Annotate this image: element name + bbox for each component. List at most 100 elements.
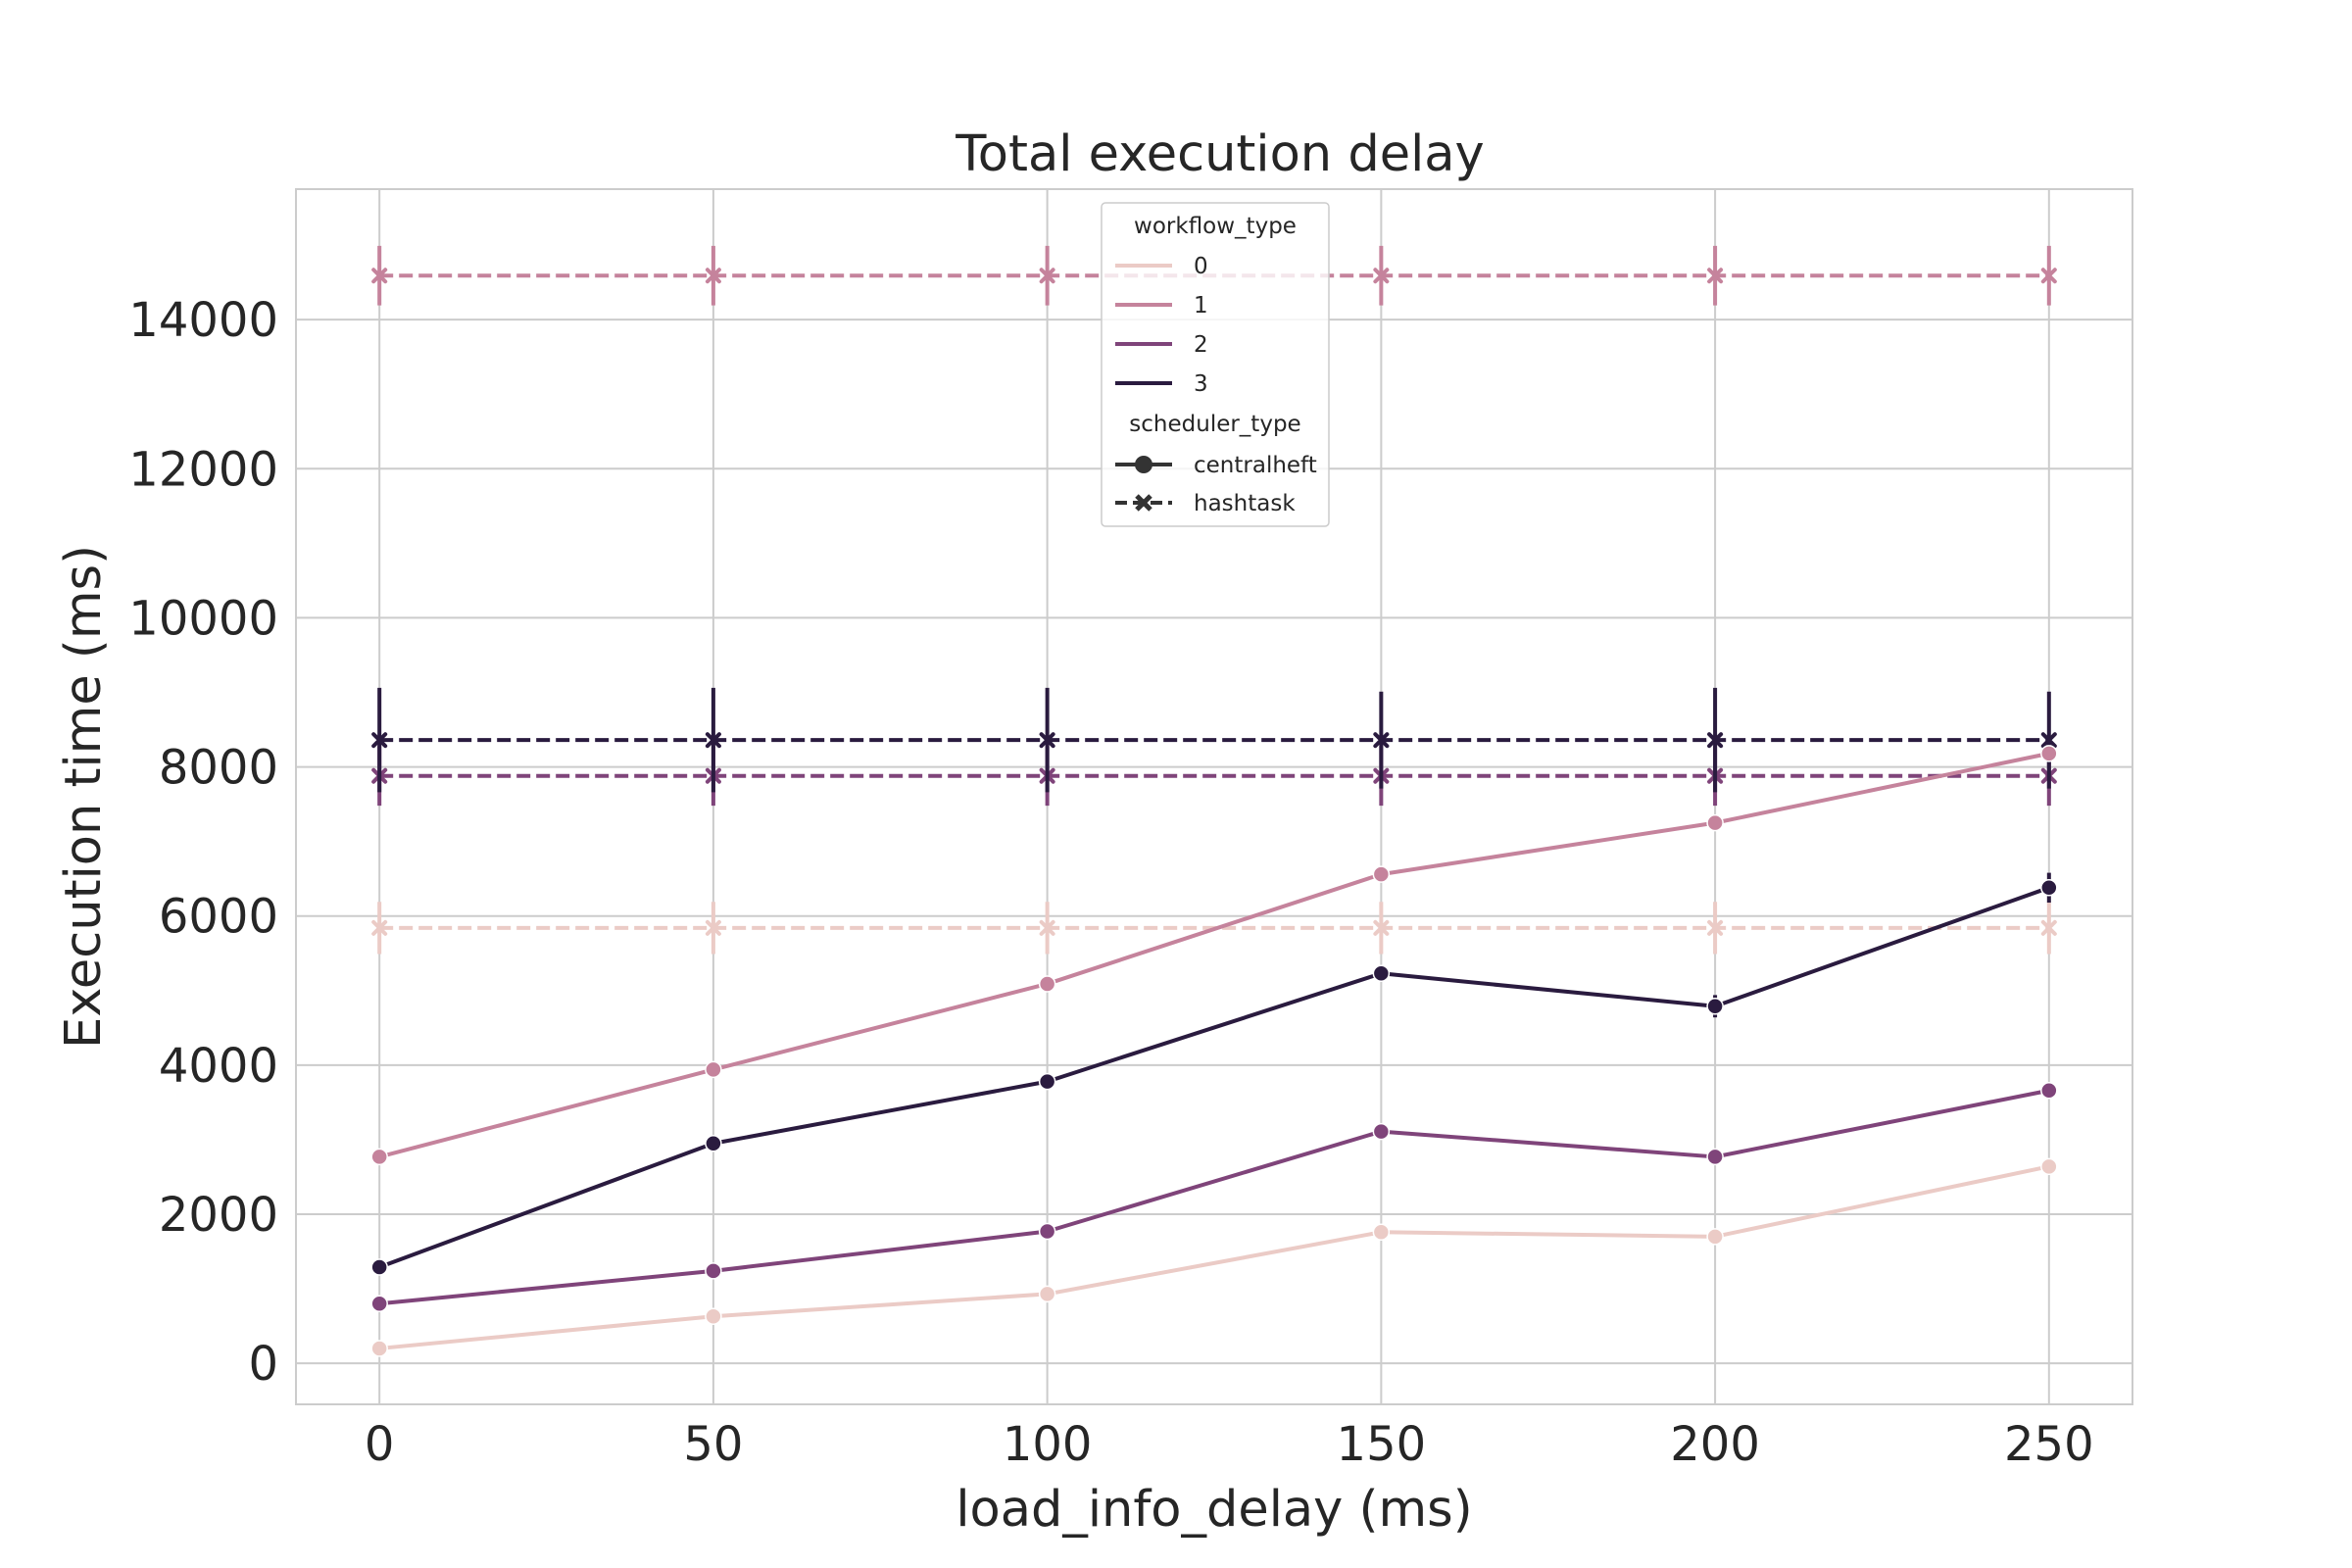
x-marker	[1373, 268, 1390, 284]
x-marker	[1707, 268, 1724, 284]
data-point	[370, 1148, 388, 1166]
data-point	[1039, 919, 1055, 936]
data-point	[371, 268, 388, 284]
y-tick-label: 12000	[128, 442, 278, 497]
x-marker	[2040, 919, 2057, 936]
data-point	[1373, 268, 1390, 284]
data-point	[1707, 919, 1724, 936]
data-point	[2040, 879, 2058, 897]
series-line	[378, 1088, 2050, 1306]
x-tick-label: 150	[1337, 1417, 1427, 1472]
data-point	[705, 919, 721, 936]
legend-label-3: 3	[1194, 371, 1208, 397]
legend-label-0: 0	[1194, 254, 1208, 279]
x-marker	[1707, 732, 1724, 749]
y-tick-label: 8000	[159, 741, 278, 796]
data-point	[705, 732, 721, 749]
data-point	[705, 1060, 722, 1079]
x-tick-label: 0	[365, 1417, 395, 1472]
x-marker	[1135, 494, 1152, 512]
legend-label-1: 1	[1194, 293, 1208, 318]
y-tick-label: 0	[248, 1337, 278, 1392]
plot-frame	[295, 188, 2133, 1405]
series-line	[378, 885, 2050, 1269]
data-point	[1373, 732, 1390, 749]
x-marker	[705, 732, 721, 749]
legend-label-hashtask: hashtask	[1194, 491, 1296, 516]
x-marker	[705, 919, 721, 936]
data-point	[2040, 732, 2057, 749]
data-point	[1372, 1223, 1391, 1242]
x-marker	[2040, 268, 2057, 284]
legend-label-2: 2	[1194, 332, 1208, 358]
y-tick-label: 2000	[159, 1188, 278, 1243]
series-2-hashtask	[371, 746, 2057, 807]
data-point	[1039, 268, 1055, 284]
data-point	[705, 1307, 722, 1325]
legend-box	[1101, 202, 1330, 527]
legend: workflow_type scheduler_type 0 1 2 3 central…	[1101, 202, 1330, 527]
series-0-centralheft	[370, 1157, 2058, 1357]
data-point	[1038, 1222, 1056, 1241]
data-point	[1706, 1228, 1724, 1246]
chart-title: Total execution delay	[955, 125, 1484, 183]
x-marker	[371, 732, 388, 749]
x-marker	[1039, 919, 1055, 936]
data-point	[705, 268, 721, 284]
y-tick-label: 4000	[159, 1039, 278, 1094]
series-3-hashtask	[371, 687, 2057, 793]
legend-circle-marker	[1135, 456, 1152, 473]
series-2-centralheft	[370, 1081, 2058, 1313]
x-marker	[705, 268, 721, 284]
data-point	[1372, 964, 1391, 983]
data-point	[2040, 919, 2057, 936]
data-point	[1038, 1072, 1056, 1091]
data-point	[2040, 1157, 2058, 1176]
data-point	[2040, 268, 2057, 284]
legend-style-title: scheduler_type	[1129, 412, 1300, 437]
data-point	[705, 1262, 722, 1280]
legend-x-marker	[1135, 494, 1152, 512]
legend-label-centralheft: centralheft	[1194, 453, 1317, 478]
x-marker	[1373, 732, 1390, 749]
data-point	[371, 732, 388, 749]
x-marker	[2040, 732, 2057, 749]
x-marker	[1039, 732, 1055, 749]
data-point	[1372, 1122, 1391, 1141]
y-tick-label: 14000	[128, 293, 278, 348]
data-point	[371, 919, 388, 936]
legend-hue-title: workflow_type	[1134, 214, 1297, 239]
y-tick-label: 10000	[128, 591, 278, 646]
data-point	[1039, 732, 1055, 749]
x-marker	[1039, 268, 1055, 284]
x-tick-label: 250	[2004, 1417, 2094, 1472]
x-axis-label: load_info_delay (ms)	[956, 1481, 1472, 1539]
data-point	[1706, 813, 1724, 832]
data-point	[1706, 998, 1724, 1015]
x-tick-label: 100	[1003, 1417, 1093, 1472]
data-point	[1706, 1148, 1724, 1166]
data-point	[1373, 919, 1390, 936]
y-axis-label: Execution time (ms)	[55, 545, 113, 1049]
data-point	[2040, 745, 2058, 762]
data-point	[370, 1258, 388, 1276]
series-3-centralheft	[370, 872, 2058, 1276]
data-point	[2040, 1081, 2058, 1100]
data-point	[1707, 268, 1724, 284]
x-marker	[1373, 919, 1390, 936]
data-point	[370, 1340, 388, 1357]
data-point	[705, 1134, 722, 1152]
series-line	[378, 751, 2050, 1159]
y-tick-label: 6000	[159, 890, 278, 945]
data-point	[370, 1295, 388, 1313]
x-marker	[1707, 919, 1724, 936]
data-point	[1707, 732, 1724, 749]
series-1-centralheft	[370, 745, 2058, 1166]
x-tick-label: 200	[1670, 1417, 1760, 1472]
x-marker	[371, 919, 388, 936]
data-point	[1038, 975, 1056, 993]
data-point	[1038, 1285, 1056, 1303]
x-marker	[371, 268, 388, 284]
series-line	[378, 1164, 2050, 1350]
